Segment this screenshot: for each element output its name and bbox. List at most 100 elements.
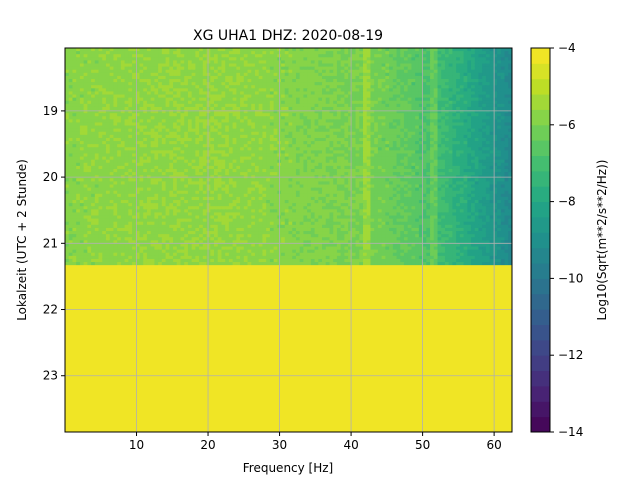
heatmap-cell [471,79,476,83]
heatmap-cell [79,100,85,105]
heatmap-cell [139,97,144,102]
heatmap-cell [132,66,137,71]
heatmap-cell [500,72,506,77]
heatmap-cell [165,91,170,96]
heatmap-cell [366,82,372,86]
heatmap-cell [418,75,424,80]
heatmap-cell [430,106,435,111]
heatmap-cell [251,57,256,62]
heatmap-cell [363,94,368,99]
heatmap-cell [322,63,327,68]
heatmap-cell [98,69,103,74]
heatmap-cell [471,106,476,111]
heatmap-cell [161,103,167,108]
heatmap-cell [94,60,100,65]
heatmap-cell [262,57,267,62]
heatmap-cell [68,60,74,65]
heatmap-cell [359,79,364,83]
heatmap-cell [154,69,159,74]
heatmap-cell [258,66,264,71]
heatmap-cell [281,57,286,62]
heatmap-cell [180,110,185,114]
heatmap-cell [441,51,446,55]
heatmap-cell [269,69,275,74]
heatmap-cell [128,100,133,105]
heatmap-cell [456,51,461,55]
heatmap-cell [370,100,375,105]
heatmap-cell [105,72,111,77]
heatmap-cell [288,72,293,77]
heatmap-cell [187,100,193,105]
heatmap-cell [109,57,115,62]
heatmap-cell [191,85,196,89]
heatmap-cell [474,72,480,77]
chart-title: XG UHA1 DHZ: 2020-08-19 [193,28,383,44]
heatmap-cell [478,54,483,58]
heatmap-cell [150,57,155,62]
heatmap-cell [91,79,96,83]
heatmap-cell [325,91,331,96]
heatmap-cell [348,82,353,86]
heatmap-cell [288,110,293,114]
heatmap-cell [79,79,85,83]
heatmap-cell [132,100,137,105]
heatmap-cell [411,54,416,58]
heatmap-cell [173,72,178,77]
heatmap-cell [325,69,331,74]
heatmap-cell [340,103,345,108]
heatmap-cell [68,106,74,111]
heatmap-cell [254,91,260,96]
heatmap-cell [299,51,304,55]
heatmap-cell [65,88,70,93]
heatmap-cell [251,103,256,108]
heatmap-cell [307,91,312,96]
heatmap-cell [314,66,319,71]
heatmap-cell [370,54,375,58]
heatmap-cell [65,60,70,65]
heatmap-cell [474,88,480,93]
heatmap-cell [113,75,118,80]
heatmap-cell [202,75,208,80]
heatmap-cell [504,69,509,74]
heatmap-cell [236,100,241,105]
heatmap-cell [191,69,196,74]
heatmap-cell [415,97,420,102]
heatmap-cell [433,88,439,93]
heatmap-cell [221,63,226,68]
heatmap-cell [232,88,237,93]
heatmap-cell [154,51,159,55]
heatmap-cell [340,60,345,65]
heatmap-cell [407,97,413,102]
heatmap-cell [318,51,323,55]
heatmap-cell [448,51,453,55]
heatmap-cell [288,97,293,102]
heatmap-cell [262,110,267,114]
heatmap-cell [199,69,204,74]
heatmap-cell [363,69,368,74]
heatmap-cell [273,79,278,83]
heatmap-cell [508,79,512,83]
heatmap-cell [128,57,133,62]
heatmap-cell [143,54,148,58]
heatmap-cell [493,88,498,93]
heatmap-cell [91,66,96,71]
heatmap-cell [65,66,70,71]
heatmap-cell [180,72,185,77]
heatmap-cell [273,88,278,93]
heatmap-cell [236,103,241,108]
heatmap-cell [292,100,297,105]
heatmap-cell [91,100,96,105]
heatmap-cell [433,54,439,58]
heatmap-cell [273,69,278,74]
heatmap-cell [79,110,85,114]
heatmap-cell [348,85,353,89]
heatmap-cell [113,100,118,105]
heatmap-cell [72,103,77,108]
heatmap-cell [422,66,427,71]
heatmap-cell [165,94,170,99]
heatmap-cell [508,66,512,71]
heatmap-cell [269,82,275,86]
heatmap-cell [68,103,74,108]
heatmap-cell [493,97,498,102]
